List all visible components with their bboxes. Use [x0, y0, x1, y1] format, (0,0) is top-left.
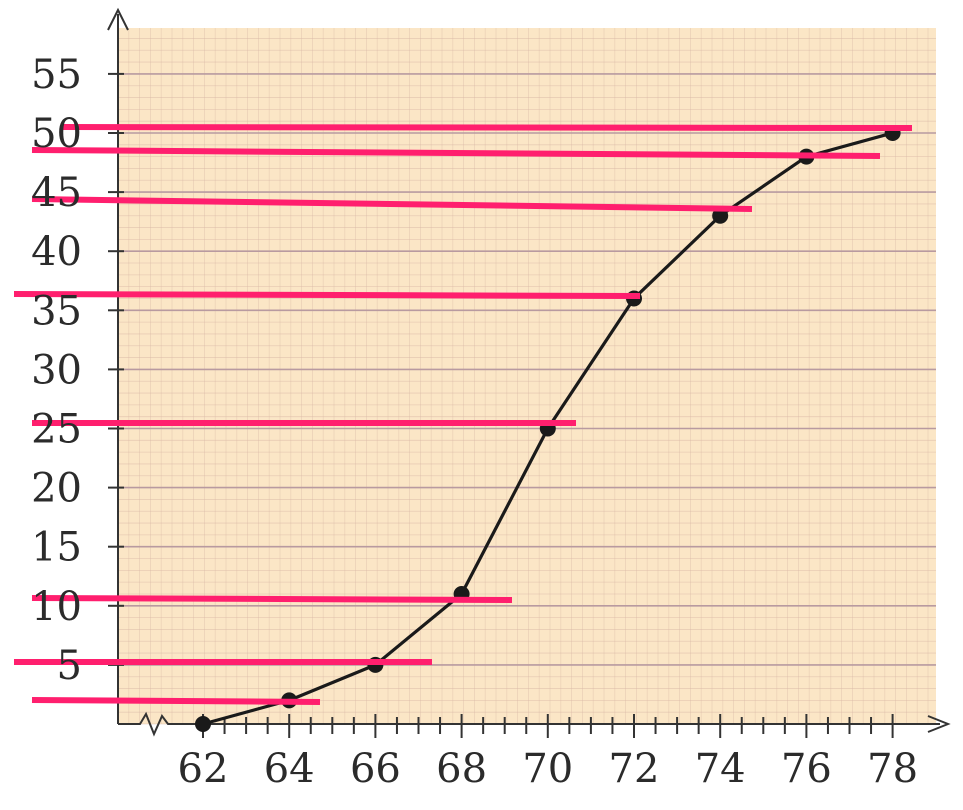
annotation-line — [13, 291, 641, 299]
y-tick-label: 20 — [31, 466, 82, 512]
annotation-line — [61, 124, 913, 131]
annotation-lines — [13, 124, 913, 705]
y-tick-label: 10 — [31, 584, 82, 630]
data-point — [712, 207, 729, 224]
x-tick-label: 74 — [695, 746, 746, 792]
x-tick-label: 76 — [781, 746, 832, 792]
annotation-line — [31, 697, 321, 705]
annotation-line — [31, 147, 881, 159]
y-tick-label: 25 — [31, 407, 82, 453]
y-tick-label: 30 — [31, 347, 82, 393]
data-point — [195, 716, 211, 732]
y-tick-label: 50 — [31, 111, 82, 157]
y-tick-label: 35 — [31, 288, 82, 334]
y-tick-label: 40 — [31, 229, 82, 275]
x-tick-label: 72 — [609, 746, 660, 792]
x-axis-arrow — [927, 715, 951, 733]
annotation-line — [31, 196, 753, 212]
axes — [107, 7, 951, 738]
x-tick-label: 70 — [522, 746, 573, 792]
x-tick-label: 78 — [867, 746, 918, 792]
x-tick-label: 62 — [178, 746, 229, 792]
tick-labels: 5 10 15 20 25 30 35 40 45 50 55 62 64 66 68 70 72 74 76 78 — [31, 52, 918, 792]
x-tick-label: 66 — [350, 746, 401, 792]
y-tick-label: 45 — [31, 170, 82, 216]
y-tick-label: 5 — [57, 643, 82, 689]
plot-background — [118, 28, 936, 724]
y-tick-label: 15 — [31, 525, 82, 571]
grid-lines — [117, 28, 936, 725]
axis-break-zigzag — [118, 711, 180, 737]
y-axis-arrow — [107, 7, 129, 31]
x-tick-label: 64 — [264, 746, 315, 792]
x-tick-label: 68 — [436, 746, 487, 792]
annotation-line — [31, 595, 513, 603]
y-tick-label: 55 — [31, 52, 82, 98]
